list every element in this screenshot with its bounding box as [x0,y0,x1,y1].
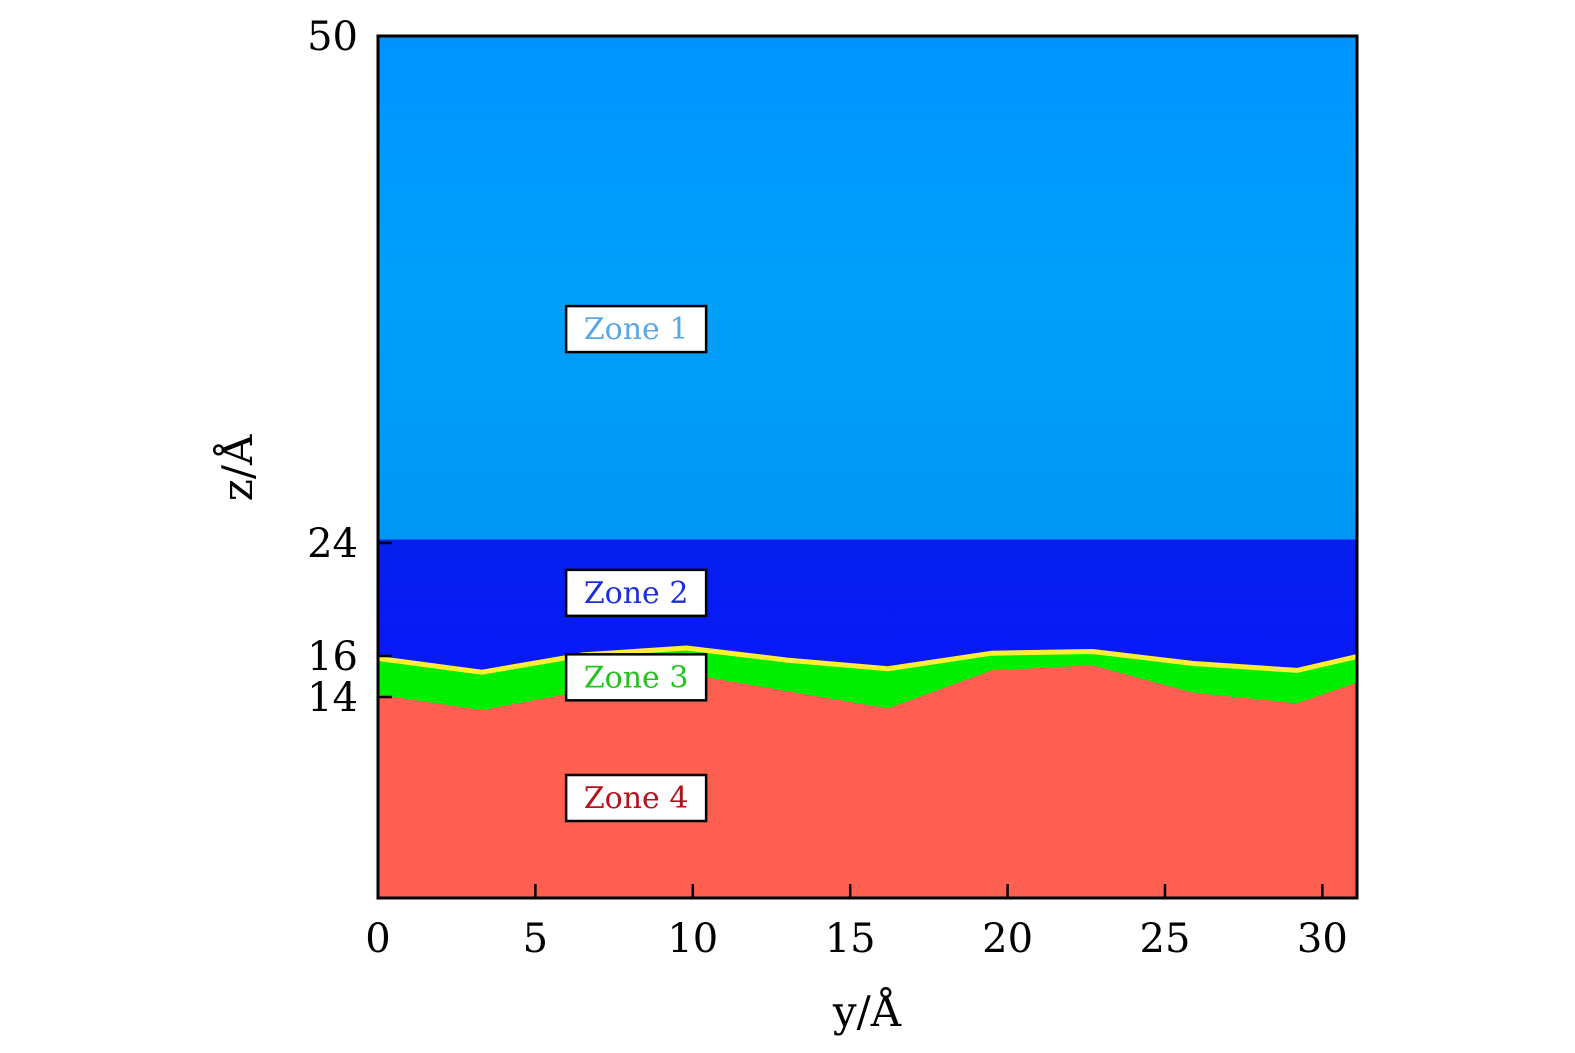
zone-3-label: Zone 3 [564,653,708,702]
zone-1-label: Zone 1 [564,304,708,354]
zone-labels: Zone 1 Zone 2 Zone 3 Zone 4 [564,304,708,823]
x-tick-label: 10 [667,916,718,962]
x-tick-label: 15 [825,916,876,962]
y-tick-label: 50 [307,14,358,60]
x-tick-label: 30 [1297,916,1348,962]
y-axis-label: z/Å [212,434,262,501]
interface-line [378,645,1357,675]
zone-4-region [378,665,1357,898]
zone-label-text: Zone 3 [584,660,689,695]
zone-label-box [564,304,708,354]
y-tick-label: 24 [307,521,358,567]
zone-label-text: Zone 2 [584,576,689,611]
zone-4-label: Zone 4 [564,773,708,823]
zone-label-box [564,773,708,823]
y-tick-label: 14 [307,675,358,721]
x-tick-label: 25 [1140,916,1191,962]
plot-area [378,36,1357,898]
x-tick-label: 0 [365,916,390,962]
x-axis-label: y/Å [832,986,902,1036]
zone-label-text: Zone 1 [584,312,689,347]
x-tick-label: 20 [982,916,1033,962]
x-axis: 0 5 10 15 20 25 30 [365,884,1348,962]
zone-1-region [378,36,1357,540]
zone-label-text: Zone 4 [584,781,689,816]
zone-2-label: Zone 2 [564,568,708,618]
zone-label-box [564,568,708,618]
zone-label-box [564,653,708,702]
plot-frame [376,34,1359,900]
x-tick-label: 5 [523,916,548,962]
y-tick-label: 16 [307,634,358,680]
